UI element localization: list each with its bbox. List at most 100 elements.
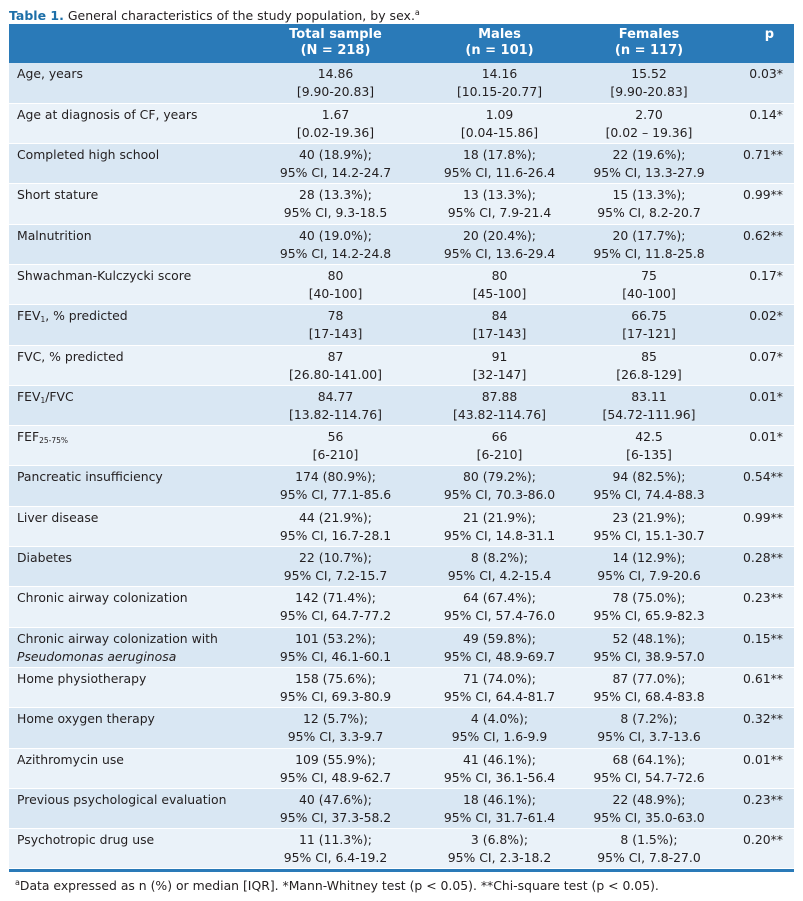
cell-p-value: 0.17* bbox=[749, 267, 783, 283]
cell-total-range: [13.82-114.76] bbox=[289, 406, 382, 422]
cell-males-value: 91 bbox=[491, 348, 508, 364]
cell-males: 18 (17.8%); 95% CI, 11.6-26.4 bbox=[426, 144, 573, 184]
cell-males: 3 (6.8%); 95% CI, 2.3-18.2 bbox=[426, 829, 573, 869]
row-label: Chronic airway colonization with Pseudomo… bbox=[9, 627, 245, 667]
cell-total-range: [40-100] bbox=[308, 285, 363, 301]
row-label-text: Age, years bbox=[17, 66, 83, 81]
table-row: Azithromycin use 109 (55.9%); 95% CI, 48.9… bbox=[9, 748, 794, 789]
cell-total: 22 (10.7%); 95% CI, 7.2-15.7 bbox=[245, 547, 426, 587]
table-caption: Table 1. General characteristics of the … bbox=[9, 4, 794, 24]
cell-total-value: 87 bbox=[327, 348, 344, 364]
cell-p-value: 0.99** bbox=[743, 187, 783, 203]
cell-males: 18 (46.1%); 95% CI, 31.7-61.4 bbox=[426, 788, 573, 828]
cell-total: 101 (53.2%); 95% CI, 46.1-60.1 bbox=[245, 627, 426, 667]
cell-p-value: 0.03* bbox=[749, 66, 783, 81]
cell-total-range: 95% CI, 9.3-18.5 bbox=[283, 205, 388, 221]
cell-p-value: 0.01* bbox=[749, 388, 783, 404]
cell-p-value: 0.01** bbox=[743, 751, 783, 767]
row-label: Completed high school bbox=[9, 144, 245, 184]
cell-total-value: 40 (18.9%); bbox=[299, 147, 372, 163]
cell-females-range: [17-121] bbox=[622, 326, 676, 342]
cell-total: 174 (80.9%); 95% CI, 77.1-85.6 bbox=[245, 466, 426, 506]
footnote-superscript: a bbox=[15, 878, 20, 888]
cell-total: 40 (19.0%); 95% CI, 14.2-24.8 bbox=[245, 224, 426, 264]
row-label-text: Age at diagnosis of CF, years bbox=[17, 106, 198, 122]
cell-males-range: 95% CI, 1.6-9.9 bbox=[451, 729, 548, 745]
cell-total-value: 174 (80.9%); bbox=[295, 469, 376, 485]
cell-females-range: 95% CI, 7.8-27.0 bbox=[597, 850, 701, 866]
cell-males: 21 (21.9%); 95% CI, 14.8-31.1 bbox=[426, 506, 573, 546]
cell-p-value: 0.14* bbox=[749, 106, 783, 122]
header-females-n: (n = 117) bbox=[614, 43, 684, 58]
cell-males-value: 18 (17.8%); bbox=[463, 147, 536, 163]
header-p: p bbox=[764, 27, 774, 42]
cell-females-range: 95% CI, 3.7-13.6 bbox=[597, 729, 701, 745]
cell-total: 109 (55.9%); 95% CI, 48.9-62.7 bbox=[245, 748, 426, 788]
cell-total-value: 56 bbox=[327, 429, 344, 445]
cell-females-range: [6-135] bbox=[626, 447, 672, 463]
row-label: FEV1/FVC bbox=[9, 385, 245, 425]
cell-females: 85 [26.8-129] bbox=[573, 345, 725, 385]
cell-males-value: 71 (74.0%); bbox=[463, 670, 536, 686]
row-label: Liver disease bbox=[9, 506, 245, 546]
cell-total: 12 (5.7%); 95% CI, 3.3-9.7 bbox=[245, 708, 426, 748]
cell-females-range: 95% CI, 54.7-72.6 bbox=[593, 769, 705, 785]
table-row: Home physiotherapy 158 (75.6%); 95% CI, 69… bbox=[9, 667, 794, 708]
row-label-text: Home oxygen therapy bbox=[17, 711, 155, 727]
table-row: Liver disease 44 (21.9%); 95% CI, 16.7-28.… bbox=[9, 506, 794, 547]
header-females: Females (n = 117) bbox=[573, 24, 725, 63]
cell-p-value: 0.62** bbox=[743, 227, 783, 243]
header-total-title: Total sample bbox=[289, 27, 382, 42]
cell-males-value: 49 (59.8%); bbox=[463, 630, 536, 646]
cell-males-range: [45-100] bbox=[472, 285, 527, 301]
cell-males: 14.16 [10.15-20.77] bbox=[426, 63, 573, 103]
cell-total-value: 14.86 bbox=[317, 66, 354, 81]
header-males-title: Males bbox=[478, 27, 521, 42]
table-row: Age, years 14.86 [9.90-20.83] 14.16 [10.15-2… bbox=[9, 63, 794, 104]
cell-total: 28 (13.3%); 95% CI, 9.3-18.5 bbox=[245, 184, 426, 224]
cell-females-range: 95% CI, 35.0-63.0 bbox=[593, 809, 705, 825]
cell-p-value: 0.32** bbox=[743, 711, 783, 727]
cell-total: 158 (75.6%); 95% CI, 69.3-80.9 bbox=[245, 667, 426, 707]
cell-females: 68 (64.1%); 95% CI, 54.7-72.6 bbox=[573, 748, 725, 788]
row-label-text: FEV bbox=[17, 388, 41, 404]
cell-females: 14 (12.9%); 95% CI, 7.9-20.6 bbox=[573, 547, 725, 587]
cell-females-value: 78 (75.0%); bbox=[612, 590, 686, 606]
cell-females: 20 (17.7%); 95% CI, 11.8-25.8 bbox=[573, 224, 725, 264]
cell-p-value: 0.02* bbox=[749, 308, 783, 324]
cell-total-value: 40 (47.6%); bbox=[299, 791, 372, 807]
cell-females-range: [54.72-111.96] bbox=[602, 406, 696, 422]
table-figure: Table 1. General characteristics of the … bbox=[9, 4, 794, 896]
row-label: FEF25-75% bbox=[9, 426, 245, 466]
cell-males: 80 (79.2%); 95% CI, 70.3-86.0 bbox=[426, 466, 573, 506]
cell-males-range: 95% CI, 2.3-18.2 bbox=[447, 850, 552, 866]
row-label-suffix: , % predicted bbox=[45, 308, 128, 324]
row-label-suffix: /FVC bbox=[45, 388, 74, 404]
cell-males: 20 (20.4%); 95% CI, 13.6-29.4 bbox=[426, 224, 573, 264]
cell-total: 142 (71.4%); 95% CI, 64.7-77.2 bbox=[245, 587, 426, 627]
cell-females-range: [9.90-20.83] bbox=[610, 84, 688, 99]
cell-total-value: 40 (19.0%); bbox=[299, 227, 372, 243]
cell-males-value: 1.09 bbox=[485, 106, 514, 122]
table-row: Pancreatic insufficiency 174 (80.9%); 95% … bbox=[9, 465, 794, 507]
table-row: Shwachman-Kulczycki score 80 [40-100] 80 [45… bbox=[9, 264, 794, 305]
cell-total-range: 95% CI, 37.3-58.2 bbox=[279, 809, 392, 825]
row-label: Age, years bbox=[9, 63, 245, 103]
cell-total-value: 109 (55.9%); bbox=[295, 751, 376, 767]
cell-p-value: 0.23** bbox=[743, 590, 783, 606]
row-label-text: FEV bbox=[17, 308, 41, 324]
table-row: FVC, % predicted 87 [26.80-141.00] 91 [32-14… bbox=[9, 345, 794, 386]
cell-p-value: 0.15** bbox=[743, 630, 783, 646]
cell-p-value: 0.61** bbox=[743, 670, 783, 686]
row-label: Shwachman-Kulczycki score bbox=[9, 264, 245, 304]
cell-females-value: 14 (12.9%); bbox=[612, 550, 686, 566]
cell-total: 78 [17-143] bbox=[245, 305, 426, 345]
cell-total-range: 95% CI, 16.7-28.1 bbox=[279, 527, 392, 543]
cell-total-range: 95% CI, 48.9-62.7 bbox=[279, 769, 392, 785]
cell-males-range: 95% CI, 14.8-31.1 bbox=[443, 527, 556, 543]
cell-total-range: 95% CI, 3.3-9.7 bbox=[287, 729, 384, 745]
cell-total: 44 (21.9%); 95% CI, 16.7-28.1 bbox=[245, 506, 426, 546]
cell-females-range: 95% CI, 11.8-25.8 bbox=[593, 245, 705, 261]
cell-females-range: 95% CI, 15.1-30.7 bbox=[593, 527, 705, 543]
cell-males-value: 66 bbox=[491, 429, 508, 445]
